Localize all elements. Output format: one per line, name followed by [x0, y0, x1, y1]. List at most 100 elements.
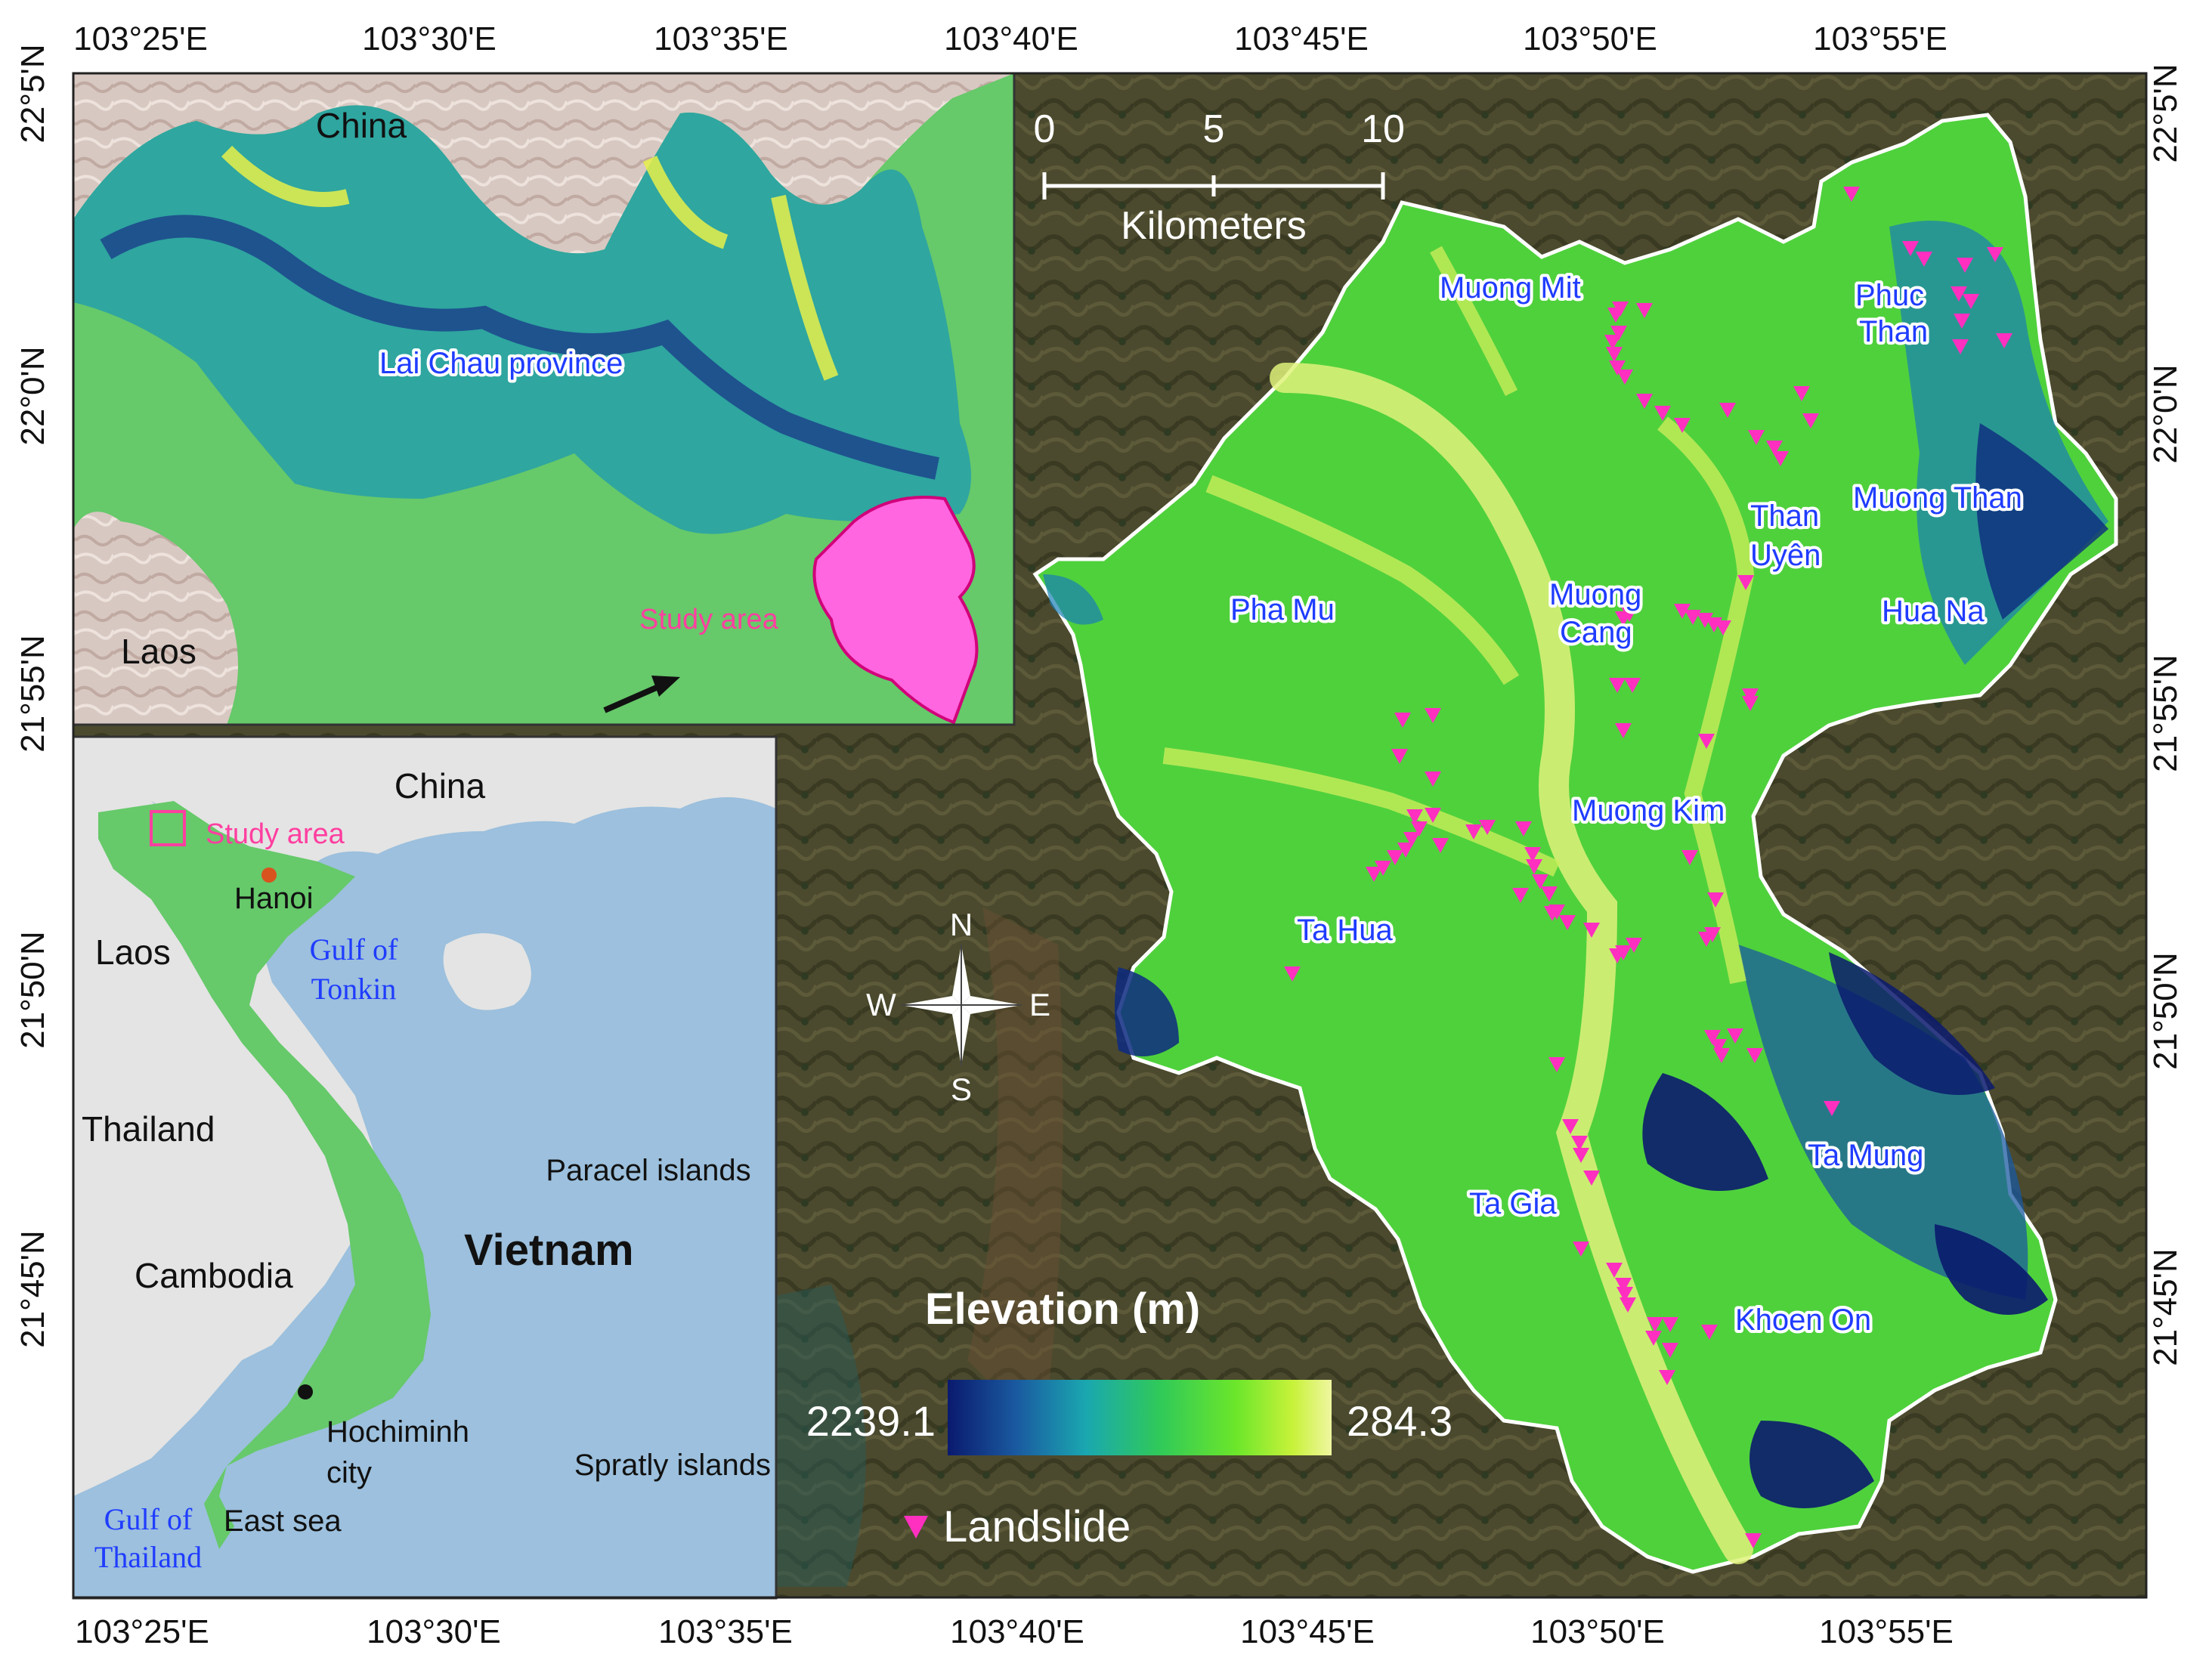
tick-bottom-5: 103°45'E: [1240, 1613, 1375, 1650]
landslide-marker: [1544, 906, 1561, 921]
compass-s: S: [951, 1072, 972, 1107]
compass-n: N: [950, 907, 973, 942]
landslide-marker: [1626, 938, 1642, 953]
east-sea-label: East sea: [224, 1504, 342, 1538]
landslide-marker: [1397, 843, 1414, 858]
spratly-islands: Spratly islands: [574, 1449, 771, 1482]
landslide-marker: [1425, 808, 1441, 823]
tick-bottom-1: 103°25'E: [75, 1613, 209, 1650]
peak-south: [1749, 1421, 1874, 1508]
landslide-marker: [1793, 386, 1810, 401]
landslide-marker: [1645, 1331, 1662, 1346]
landslide-marker: [1698, 734, 1715, 749]
inset-country: China Laos Thailand Cambodia Vietnam Han…: [72, 735, 778, 1600]
lai-chau-elevation: [73, 105, 971, 534]
village-phuc-than: Than: [1859, 315, 1928, 348]
landslide-marker: [1573, 1148, 1589, 1163]
landslide-marker: [1674, 604, 1691, 619]
landslide-marker: [1541, 886, 1558, 901]
landslide-marker: [1607, 308, 1624, 323]
province-laos: Laos: [121, 632, 196, 671]
landslide-marker: [1766, 441, 1783, 456]
village-labels: Muong Mit Phuc Than Muong Than Than Uyên…: [1227, 268, 2025, 1340]
peak-west: [1115, 967, 1179, 1056]
tick-bottom-3: 103°35'E: [658, 1613, 793, 1650]
landslide-marker: [1583, 923, 1600, 938]
landslide-marker: [1515, 821, 1532, 836]
landslide-marker: [1465, 824, 1482, 840]
village-muong-than: Muong Than: [1853, 481, 2022, 515]
landslide-marker: [1802, 413, 1819, 428]
landslide-marker: [1916, 252, 1932, 267]
landslide-marker: [1403, 832, 1420, 847]
peak-ta-mung: [1642, 1073, 1768, 1191]
tick-left-1: 22°5'N: [14, 44, 51, 143]
peak-east: [1829, 952, 1995, 1095]
peak-southeast: [1935, 1224, 2048, 1315]
tick-right-3: 21°55'N: [2147, 654, 2184, 772]
gulf-thailand-line1: Gulf of: [104, 1502, 193, 1536]
landslide-marker: [1583, 1170, 1600, 1186]
landslide-marker: [1615, 723, 1632, 738]
compass-e: E: [1029, 987, 1050, 1022]
tick-right-5: 21°45'N: [2147, 1248, 2184, 1366]
inset-province: China Laos Lai Chau province Study area: [72, 72, 1016, 726]
vietnam-study-box: [150, 810, 186, 846]
province-study-area: [812, 496, 979, 725]
landslide-marker: [1375, 861, 1391, 876]
landslide-marker: [1624, 678, 1641, 693]
landslide-marker: [1987, 247, 2003, 262]
landslide-marker: [1526, 859, 1542, 874]
landslide-marker: [1647, 1317, 1663, 1332]
tick-right-2: 22°0'N: [2147, 364, 2184, 463]
tick-top-7: 103°55'E: [1813, 20, 1947, 57]
landslide-marker: [1479, 820, 1496, 835]
tick-left-5: 21°45'N: [14, 1230, 51, 1348]
landslide-marker: [1573, 1242, 1589, 1257]
landslide-marker: [1524, 847, 1541, 862]
landslide-marker: [1609, 360, 1626, 376]
mainland-se-asia: [73, 801, 378, 1496]
landslide-marker: [1609, 678, 1626, 693]
tick-right-4: 21°50'N: [2147, 952, 2184, 1070]
city-hcm-line2: city: [326, 1456, 372, 1489]
landslide-marker: [1843, 187, 1860, 202]
hainan-island: [443, 933, 531, 1010]
village-than: Than: [1750, 499, 1819, 533]
scale-unit: Kilometers: [1121, 204, 1307, 248]
city-hanoi: Hanoi: [234, 882, 314, 915]
landslide-marker: [1620, 1297, 1636, 1313]
landslide-marker: [1674, 418, 1691, 433]
landslide-marker: [1616, 1287, 1633, 1302]
landslide-marker: [1512, 888, 1529, 903]
landslide-marker: [1704, 1030, 1721, 1045]
landslide-marker: [1548, 1057, 1565, 1072]
tick-top-1: 103°25'E: [73, 20, 208, 57]
tick-left-4: 21°50'N: [14, 931, 51, 1049]
landslide-marker: [1636, 303, 1653, 318]
vietnam-land: [98, 801, 431, 1549]
tick-top-3: 103°35'E: [654, 20, 788, 57]
landslide-marker: [1996, 333, 2012, 348]
landslide-marker: [1746, 1048, 1763, 1063]
landslide-marker: [1952, 339, 1969, 354]
peak-northeast: [1975, 423, 2108, 620]
landslide-marker: [1707, 892, 1724, 908]
landslide-marker: [1681, 850, 1698, 865]
tick-bottom-6: 103°50'E: [1530, 1613, 1665, 1650]
country-vietnam: Vietnam: [464, 1226, 634, 1275]
landslide-marker: [1604, 335, 1621, 350]
village-khoen-on: Khoen On: [1735, 1303, 1871, 1337]
landslide-marker: [1963, 294, 1979, 309]
china-land: [73, 737, 776, 861]
landslide-marker: [1685, 610, 1701, 625]
landslide-marker: [1559, 915, 1576, 930]
province-river-valleys: [100, 215, 939, 480]
country-cambodia: Cambodia: [135, 1256, 293, 1295]
landslide-marker: [1727, 1028, 1743, 1044]
landslide-marker: [1366, 867, 1382, 882]
landslide-marker: [1394, 713, 1411, 728]
province-china: China: [316, 106, 407, 145]
province-label: Lai Chau province: [379, 347, 623, 380]
landslide-marker: [1621, 607, 1638, 622]
